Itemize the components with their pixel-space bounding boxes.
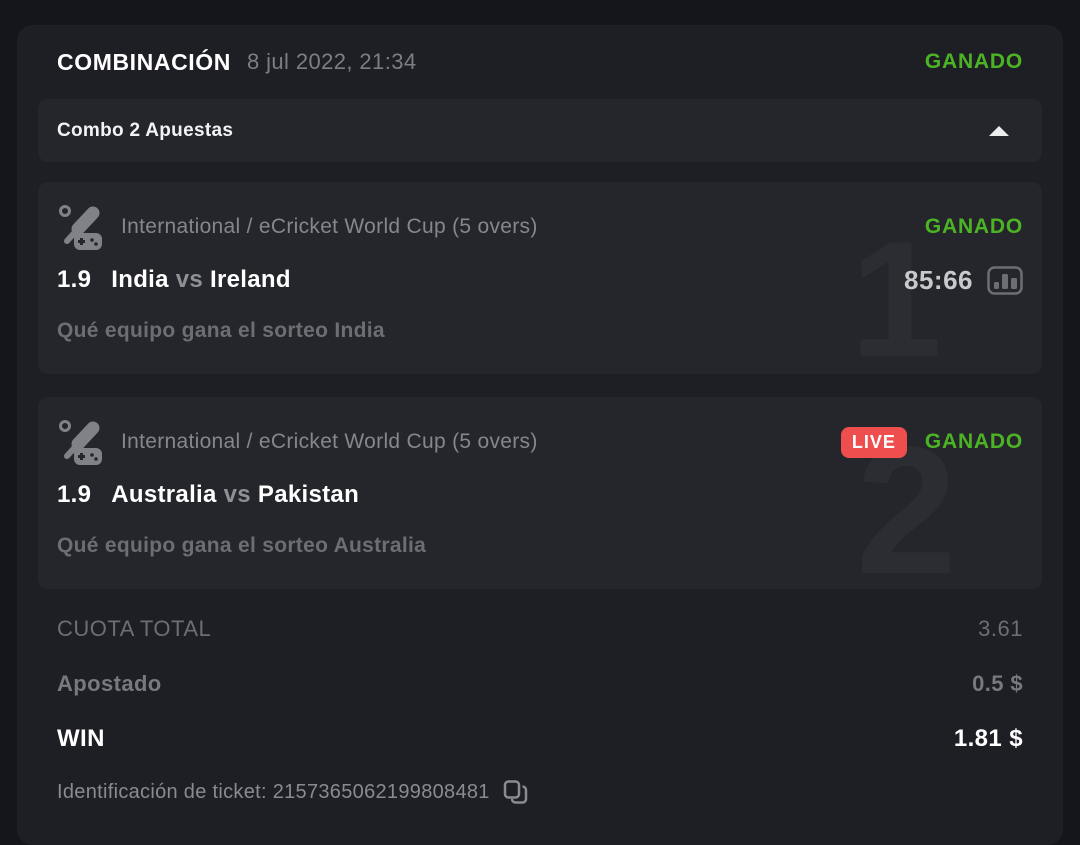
ecricket-esports-icon (59, 205, 102, 250)
market-description: Qué equipo gana el sorteo Australia (57, 534, 427, 557)
market-description: Qué equipo gana el sorteo India (57, 319, 385, 342)
match-teams: Australia vs Pakistan (111, 481, 359, 509)
vs-label: vs (223, 481, 251, 508)
stats-icon[interactable] (987, 265, 1023, 295)
stake-label: Apostado (57, 671, 162, 696)
match-score: 85:66 (904, 264, 973, 295)
match-teams: India vs Ireland (111, 266, 291, 294)
home-team: India (111, 266, 169, 293)
ticket-id-label: Identificación de ticket: 21573650621998… (57, 781, 490, 803)
bet-ticket-card: COMBINACIÓN 8 jul 2022, 21:34 GANADO Com… (17, 25, 1063, 845)
away-team: Pakistan (257, 481, 360, 508)
combo-label: Combo 2 Apuestas (57, 119, 234, 141)
win-label: WIN (57, 725, 105, 752)
win-value: 1.81 $ (953, 725, 1023, 752)
vs-label: vs (175, 266, 204, 293)
total-odds-value: 3.61 (978, 616, 1023, 641)
ecricket-esports-icon (59, 420, 102, 465)
ticket-type-title: COMBINACIÓN (57, 48, 231, 75)
stake-value: 0.5 $ (972, 671, 1023, 696)
away-team: Ireland (210, 266, 291, 293)
bet-card-1: 1 International / eCricket World Cup (5 … (38, 182, 1042, 374)
collapse-arrow-icon[interactable] (989, 125, 1009, 136)
win-row: WIN 1.81 $ (57, 725, 1023, 753)
ticket-date: 8 jul 2022, 21:34 (246, 49, 417, 74)
home-team: Australia (111, 481, 217, 508)
combo-expander-bar[interactable]: Combo 2 Apuestas (38, 99, 1042, 162)
ticket-id-row: Identificación de ticket: 21573650621998… (57, 779, 1023, 806)
ticket-header: COMBINACIÓN 8 jul 2022, 21:34 GANADO (38, 25, 1042, 99)
bet-odds: 1.9 (57, 266, 92, 293)
ticket-status-badge: GANADO (924, 50, 1023, 73)
bet-odds: 1.9 (57, 481, 92, 508)
league-label: International / eCricket World Cup (5 ov… (121, 430, 538, 453)
bet-card-2: 2 International / eCricket World Cup (5 … (38, 397, 1042, 589)
stake-row: Apostado 0.5 $ (57, 671, 1023, 697)
bet-status-badge: GANADO (924, 215, 1023, 238)
league-label: International / eCricket World Cup (5 ov… (121, 215, 538, 238)
total-odds-label: CUOTA TOTAL (57, 616, 212, 641)
bet-status-badge: GANADO (924, 430, 1023, 453)
copy-icon[interactable] (502, 779, 529, 806)
live-badge: LIVE (840, 426, 907, 458)
bet-number-watermark: 1 (850, 207, 942, 375)
total-odds-row: CUOTA TOTAL 3.61 (57, 616, 1023, 642)
